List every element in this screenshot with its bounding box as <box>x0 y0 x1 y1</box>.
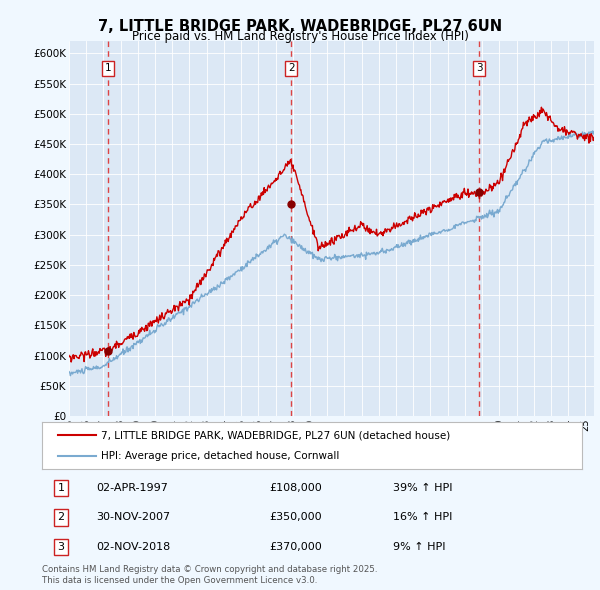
Text: HPI: Average price, detached house, Cornwall: HPI: Average price, detached house, Corn… <box>101 451 340 461</box>
Text: 2: 2 <box>58 513 64 522</box>
Text: £370,000: £370,000 <box>269 542 322 552</box>
Text: 1: 1 <box>104 64 111 74</box>
Text: 16% ↑ HPI: 16% ↑ HPI <box>393 513 452 522</box>
Text: 1: 1 <box>58 483 64 493</box>
Text: Price paid vs. HM Land Registry's House Price Index (HPI): Price paid vs. HM Land Registry's House … <box>131 30 469 43</box>
Text: 3: 3 <box>476 64 482 74</box>
Text: 30-NOV-2007: 30-NOV-2007 <box>96 513 170 522</box>
Text: 02-NOV-2018: 02-NOV-2018 <box>96 542 170 552</box>
Text: £108,000: £108,000 <box>269 483 322 493</box>
Text: 7, LITTLE BRIDGE PARK, WADEBRIDGE, PL27 6UN: 7, LITTLE BRIDGE PARK, WADEBRIDGE, PL27 … <box>98 19 502 34</box>
Text: £350,000: £350,000 <box>269 513 322 522</box>
Text: 2: 2 <box>288 64 295 74</box>
Text: 02-APR-1997: 02-APR-1997 <box>96 483 168 493</box>
Text: 9% ↑ HPI: 9% ↑ HPI <box>393 542 445 552</box>
Text: 7, LITTLE BRIDGE PARK, WADEBRIDGE, PL27 6UN (detached house): 7, LITTLE BRIDGE PARK, WADEBRIDGE, PL27 … <box>101 430 451 440</box>
Text: 3: 3 <box>58 542 64 552</box>
Text: Contains HM Land Registry data © Crown copyright and database right 2025.
This d: Contains HM Land Registry data © Crown c… <box>42 565 377 585</box>
Text: 39% ↑ HPI: 39% ↑ HPI <box>393 483 452 493</box>
